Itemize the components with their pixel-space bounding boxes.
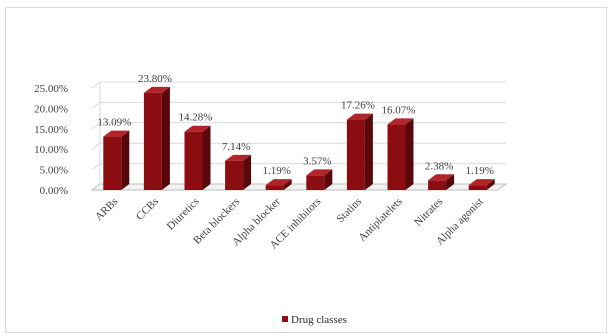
x-tick-label: Antiplatelets [356,196,404,244]
bar-side [202,125,211,190]
y-tick-label: 25.00% [34,83,68,95]
data-label: 3.57% [303,155,331,167]
y-tick-label: 20.00% [34,103,68,115]
bar-side [364,113,373,190]
y-tick-label: 0.00% [40,185,68,197]
x-tick-label: CCBs [134,196,161,223]
data-label: 7.14% [222,141,250,153]
x-tick-label: Diuretics [165,196,202,233]
bar [184,131,203,190]
bar-side [486,179,495,190]
bar [103,136,122,190]
data-label: 2.38% [425,160,453,172]
bar-side [243,154,252,190]
bar-top [468,179,495,186]
bar-top [225,154,252,161]
bar-side [283,179,292,190]
x-tick-label: Nitrates [412,196,445,229]
bar-top [428,174,455,181]
bar-side [405,118,414,190]
gridline-side [91,142,101,150]
bar-top [265,179,292,186]
gridline-side [91,81,101,89]
bar-top [306,169,333,176]
bar-top [346,113,373,120]
data-label: 23.80% [138,73,172,85]
legend-label: Drug classes [291,314,347,326]
data-label: 17.26% [341,100,375,112]
data-label: 1.19% [465,165,493,177]
bar-top [387,118,414,125]
bar-top [103,130,130,137]
bar [265,185,284,190]
legend-swatch [282,316,288,322]
bar [387,124,406,190]
y-tick-label: 15.00% [34,124,68,136]
bar-side [161,86,170,190]
y-tick-label: 10.00% [34,144,68,156]
bar-side [324,169,333,190]
bar [306,175,325,190]
bar [346,119,365,190]
gridline-side [91,122,101,130]
gridline-side [91,163,101,171]
bar-side [121,130,130,190]
bar [225,160,244,190]
y-tick-label: 5.00% [40,165,68,177]
gridline-side [91,102,101,109]
bar-top [184,125,211,132]
x-tick-label: Statins [334,196,364,226]
bar [143,92,162,190]
bar-top [143,86,170,93]
data-label: 16.07% [382,104,416,116]
x-tick-label: ARBs [93,196,121,224]
bar [428,180,447,190]
data-label: 13.09% [97,117,131,129]
data-label: 14.28% [179,112,213,124]
bar-side [446,174,455,190]
bar [468,185,487,190]
data-label: 1.19% [262,165,290,177]
